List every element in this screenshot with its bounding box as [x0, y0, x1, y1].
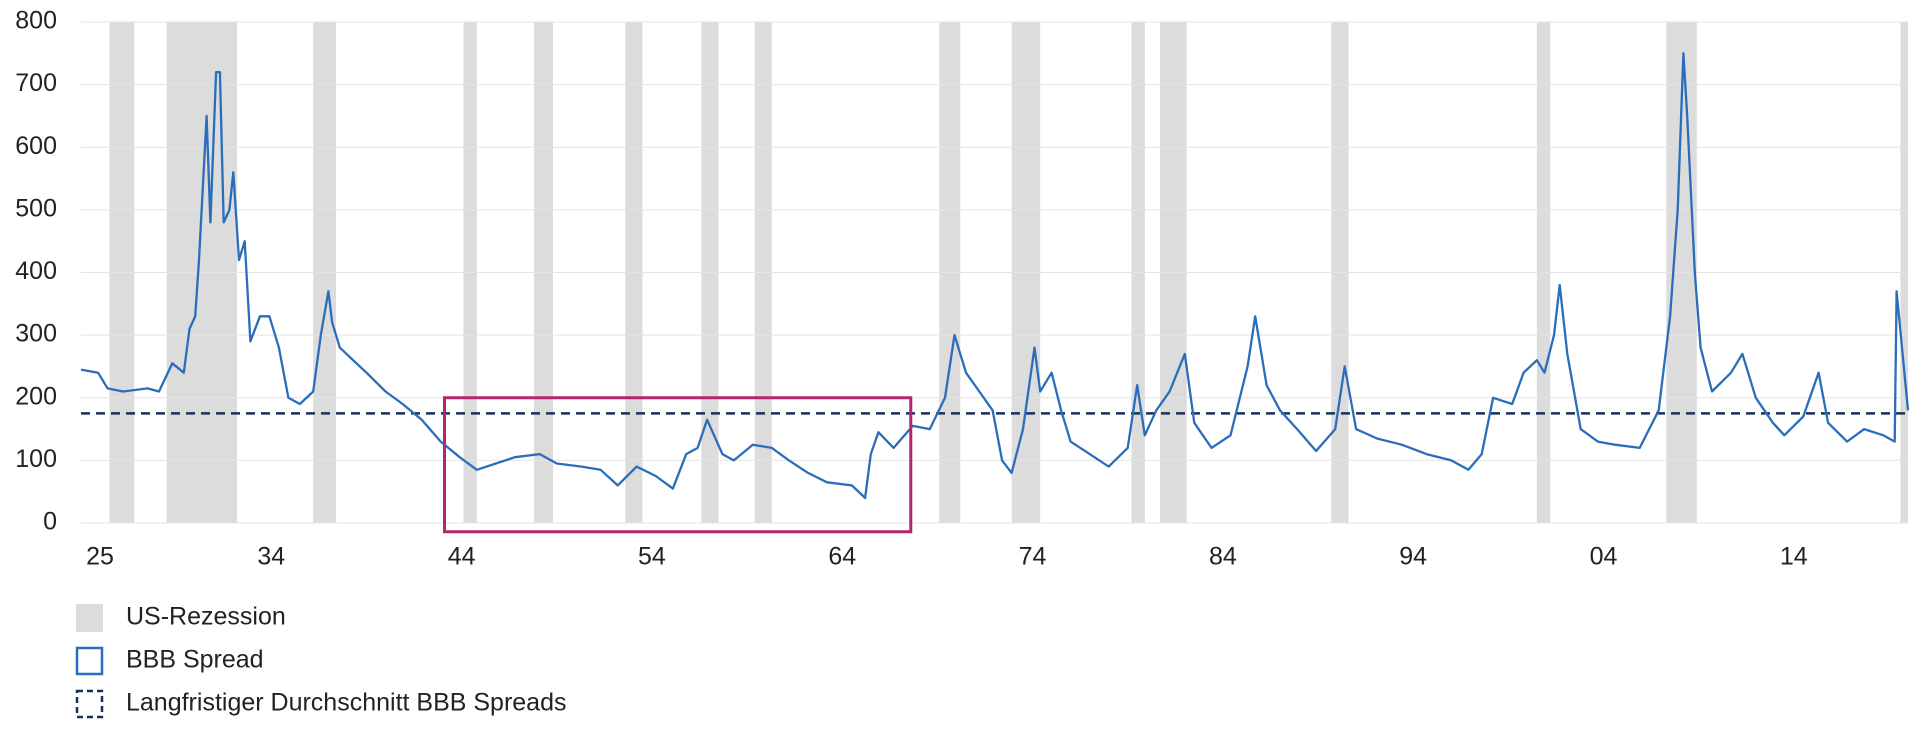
y-tick-label: 600 — [15, 132, 57, 160]
spread-line — [80, 52, 1910, 500]
x-tick-label: 84 — [1209, 543, 1237, 571]
x-tick-label: 64 — [828, 543, 856, 571]
y-tick-label: 100 — [15, 445, 57, 473]
y-tick-label: 300 — [15, 320, 57, 348]
y-tick-label: 0 — [43, 508, 57, 536]
x-tick-label: 34 — [257, 543, 285, 571]
x-tick-label: 94 — [1399, 543, 1427, 571]
legend-swatch — [75, 689, 104, 719]
legend-label: US-Rezession — [126, 603, 286, 631]
legend-swatch — [76, 604, 103, 632]
x-tick-label: 74 — [1019, 543, 1047, 571]
legend-swatch — [75, 646, 104, 676]
x-tick-label: 04 — [1590, 543, 1618, 571]
legend-label: Langfristiger Durchschnitt BBB Spreads — [126, 689, 567, 717]
y-tick-label: 200 — [15, 382, 57, 410]
x-tick-label: 25 — [86, 543, 114, 571]
x-tick-label: 54 — [638, 543, 666, 571]
y-tick-label: 400 — [15, 257, 57, 285]
legend-label: BBB Spread — [126, 646, 264, 674]
x-tick-label: 14 — [1780, 543, 1808, 571]
y-tick-label: 800 — [15, 7, 57, 35]
highlight-box — [442, 396, 913, 534]
y-tick-label: 500 — [15, 194, 57, 222]
y-tick-label: 700 — [15, 69, 57, 97]
x-tick-label: 44 — [448, 543, 476, 571]
